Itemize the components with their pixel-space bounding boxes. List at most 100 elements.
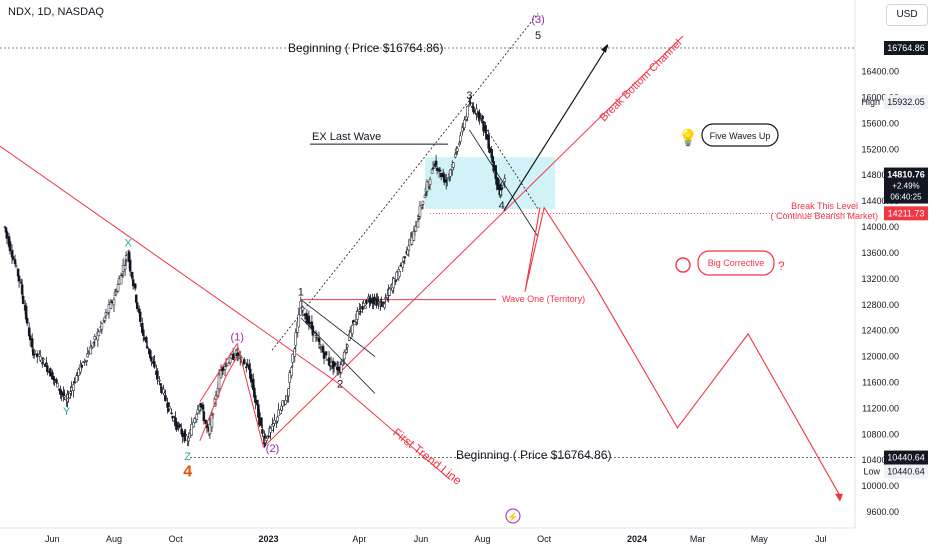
candle-body	[245, 366, 248, 369]
candle-body	[277, 409, 280, 417]
candle-body	[311, 325, 315, 336]
candle-body	[356, 311, 359, 320]
candle-body	[181, 433, 184, 437]
y-tick-label: 16400.00	[861, 67, 899, 77]
candle-body	[416, 220, 420, 228]
five-waves-up-box	[701, 123, 779, 147]
candle-body	[403, 256, 407, 259]
candle-body	[55, 379, 58, 383]
countdown-label: 06:40:25	[890, 193, 922, 202]
first-trend-line-label: First Trend Line	[390, 425, 465, 488]
candle-body	[294, 332, 298, 346]
break-level-price-label: 14211.73	[888, 208, 925, 218]
candle-body	[25, 317, 29, 324]
candle-body	[439, 173, 443, 178]
high-price-label: 15932.05	[887, 97, 925, 107]
candle-body	[8, 241, 12, 252]
beginning-top-label: Beginning ( Price $16764.86)	[288, 41, 443, 55]
wave-label: Y	[63, 406, 71, 418]
candle-body	[142, 329, 145, 336]
continue-bearish-label: ( Continue Bearish Market)	[770, 211, 878, 221]
candle-body	[211, 413, 215, 416]
candle-body	[196, 409, 200, 414]
wave-label: 4	[183, 463, 192, 480]
candle-body	[377, 301, 380, 304]
candle-body	[36, 353, 39, 357]
wave-label: (3)	[531, 14, 544, 26]
candle-body	[128, 259, 132, 272]
candle-body	[193, 418, 197, 423]
candle-body	[145, 336, 148, 343]
candle-body	[293, 348, 296, 357]
candle-body	[329, 362, 333, 366]
candle-body	[315, 337, 319, 340]
break-level-tag	[884, 206, 928, 221]
wave-label: 5	[535, 30, 541, 42]
candle-body	[168, 406, 171, 410]
candle-body	[434, 160, 438, 165]
candle-body	[146, 346, 149, 349]
candle-body	[32, 353, 36, 356]
change-label: +2.49%	[892, 182, 919, 191]
candle-body	[243, 359, 246, 364]
candle-body	[288, 372, 291, 383]
candle-body	[199, 402, 203, 408]
upper-channel-line	[271, 13, 539, 351]
wave2-channel-top	[300, 299, 376, 357]
candle-body	[75, 375, 78, 383]
candle-body	[398, 270, 402, 277]
x-tick-label: 2024	[627, 534, 647, 544]
candle-body	[322, 352, 326, 359]
candle-body	[131, 279, 135, 287]
y-tick-label: 14800.00	[861, 170, 899, 180]
candle-body	[492, 161, 495, 172]
candle-body	[16, 268, 20, 277]
candle-body	[276, 416, 279, 422]
candle-body	[123, 265, 127, 270]
wave-label: 3	[466, 90, 472, 102]
candle-body	[150, 356, 153, 361]
candle-body	[187, 437, 190, 442]
candle-body	[488, 147, 491, 153]
candle-body	[399, 264, 403, 267]
candle-body	[56, 383, 59, 388]
candle-body	[89, 346, 93, 355]
currency-button[interactable]: USD	[886, 4, 928, 26]
candle-body	[42, 358, 45, 360]
candle-body	[469, 102, 472, 104]
candle-body	[392, 278, 395, 289]
candle-body	[190, 424, 194, 436]
y-tick-label: 10800.00	[861, 429, 899, 439]
candle-body	[373, 296, 376, 301]
bearish-projection-path	[524, 206, 841, 497]
candle-body	[72, 384, 75, 391]
candle-body	[112, 299, 116, 306]
first-trend-line	[0, 145, 338, 383]
candle-body	[261, 429, 264, 434]
wave-label: (2)	[266, 443, 279, 455]
candle-body	[178, 424, 181, 428]
low-price-tag	[884, 464, 928, 479]
candle-body	[410, 236, 414, 245]
candle-body	[359, 311, 362, 313]
first-trend-line-ext	[336, 382, 451, 480]
candle-body	[121, 264, 125, 272]
candle-body	[258, 412, 261, 426]
lightning-icon: ⚡	[507, 511, 518, 523]
break-this-level-label: Break This Level	[791, 201, 858, 211]
candle-body	[290, 367, 293, 376]
x-tick-label: Aug	[106, 534, 122, 544]
projection-arrowhead	[835, 493, 843, 502]
candle-body	[11, 256, 15, 260]
candle-body	[17, 275, 21, 282]
candle-body	[90, 346, 94, 349]
candle-body	[342, 351, 346, 360]
candle-body	[482, 121, 485, 132]
y-tick-label: 15200.00	[861, 144, 899, 154]
candle-body	[466, 105, 469, 118]
x-tick-label: Aug	[475, 534, 491, 544]
wave-label: 4	[499, 200, 505, 212]
y-tick-label: 12800.00	[861, 300, 899, 310]
y-tick-label: 9600.00	[866, 507, 899, 517]
